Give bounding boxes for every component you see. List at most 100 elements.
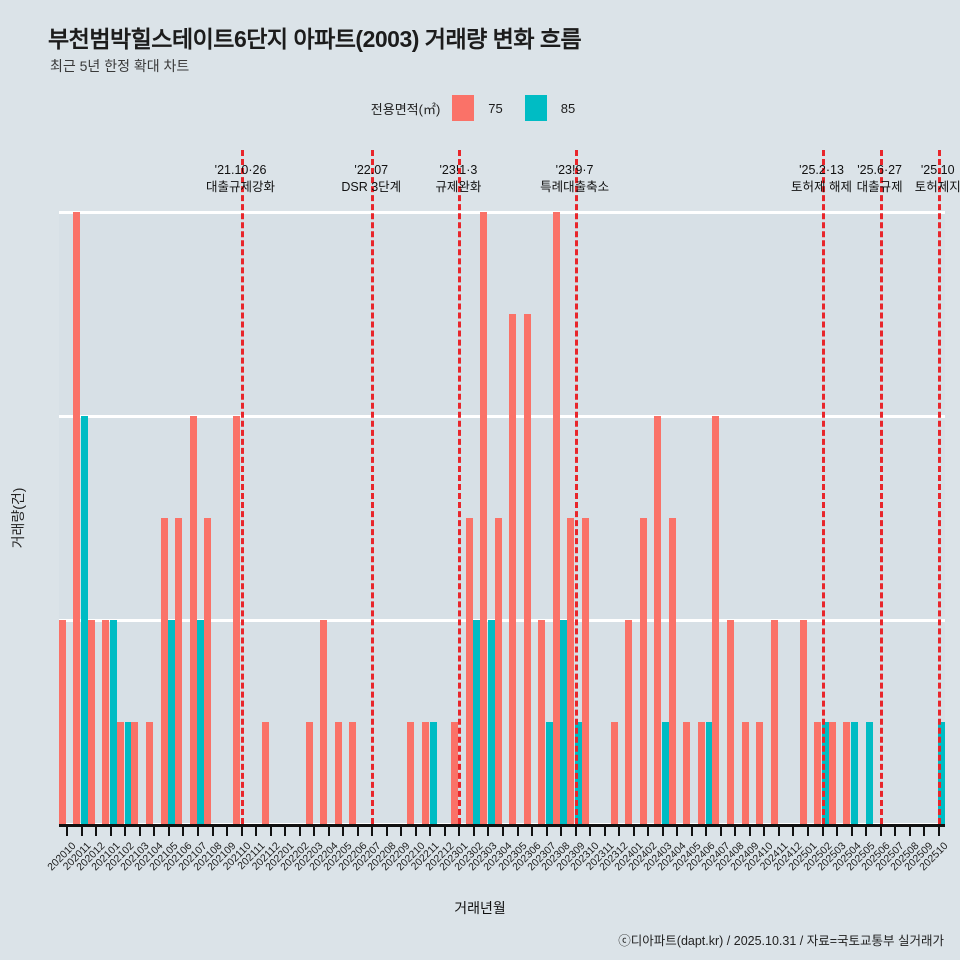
bar-202404-75[interactable] — [668, 518, 676, 824]
x-tick-202304 — [502, 824, 504, 836]
bar-202406-85[interactable] — [705, 722, 713, 824]
bar-202501-75[interactable] — [799, 620, 807, 824]
bar-202302-85[interactable] — [473, 620, 481, 824]
bar-202101-75[interactable] — [102, 620, 110, 824]
chart-plot-area: 거래량(건) 0246 — [10, 150, 946, 826]
bar-202304-75[interactable] — [494, 518, 502, 824]
annotation-date: '21.10·26 — [214, 163, 267, 177]
bar-202107-85[interactable] — [197, 620, 205, 824]
page-title: 부천범박힐스테이트6단지 아파트(2003) 거래량 변화 흐름 — [48, 26, 582, 52]
bar-202204-75[interactable] — [320, 620, 328, 824]
bar-202403-85[interactable] — [662, 722, 670, 824]
x-tick-202207 — [371, 824, 374, 836]
x-tick-202010 — [66, 824, 69, 836]
bar-202309-75[interactable] — [567, 518, 575, 824]
bar-202303-75[interactable] — [480, 212, 488, 824]
bar-202408-75[interactable] — [726, 620, 734, 824]
bar-202110-75[interactable] — [233, 416, 241, 824]
bar-202407-75[interactable] — [712, 416, 720, 824]
bar-202406-75[interactable] — [697, 722, 705, 824]
bar-202306-75[interactable] — [523, 314, 531, 824]
x-tick-202204 — [327, 824, 330, 836]
bar-202211-75[interactable] — [421, 722, 429, 824]
bar-202503-75[interactable] — [828, 722, 836, 824]
bar-202403-75[interactable] — [654, 416, 662, 824]
bar-202405-75[interactable] — [683, 722, 691, 824]
bar-202102-75[interactable] — [116, 722, 124, 824]
annotation-label-202506: '25.6·27 대출규제 — [857, 162, 903, 196]
bar-202011-75[interactable] — [73, 212, 81, 824]
bar-202102-85[interactable] — [124, 722, 132, 824]
bar-202105-75[interactable] — [160, 518, 168, 824]
bar-202011-85[interactable] — [81, 416, 89, 824]
bar-202308-75[interactable] — [552, 212, 560, 824]
x-tick-202405 — [690, 824, 693, 836]
bar-202205-75[interactable] — [334, 722, 342, 824]
bar-202505-85[interactable] — [865, 722, 873, 824]
bar-202104-75[interactable] — [146, 722, 153, 824]
bar-202106-75[interactable] — [175, 518, 183, 824]
bar-202103-75[interactable] — [131, 722, 139, 824]
x-tick-202307 — [545, 824, 548, 836]
legend-swatch-85[interactable] — [524, 95, 547, 121]
bar-202303-85[interactable] — [487, 620, 495, 824]
legend-label-85: 85 — [560, 100, 576, 116]
bar-202308-85[interactable] — [560, 620, 568, 824]
x-tick-202206 — [356, 824, 359, 836]
bar-202206-75[interactable] — [349, 722, 357, 824]
x-tick-202501 — [807, 824, 810, 836]
bar-202010-75[interactable] — [58, 620, 66, 824]
x-tick-202309 — [574, 824, 577, 836]
bar-202411-75[interactable] — [770, 620, 778, 824]
x-tick-202404 — [676, 824, 679, 836]
bar-202502-85[interactable] — [821, 722, 829, 824]
bar-202307-85[interactable] — [545, 722, 553, 824]
bar-202108-75[interactable] — [204, 518, 212, 824]
x-tick-202302 — [472, 824, 475, 836]
bar-202310-75[interactable] — [581, 518, 589, 824]
bar-202210-75[interactable] — [407, 722, 415, 824]
bar-202301-75[interactable] — [451, 722, 459, 824]
bar-202309-85[interactable] — [575, 722, 583, 824]
legend-swatch-75[interactable] — [452, 95, 475, 121]
bar-202101-85[interactable] — [110, 620, 118, 824]
annotation-line-202502 — [821, 150, 825, 824]
x-tick-202411 — [777, 824, 780, 836]
bar-202305-75[interactable] — [509, 314, 517, 824]
annotation-date: '25.10 — [920, 163, 955, 177]
bar-202012-75[interactable] — [87, 620, 95, 824]
x-tick-202305 — [516, 824, 519, 836]
legend-label-75: 75 — [488, 100, 503, 116]
annotation-desc: 규제완화 — [435, 180, 482, 194]
x-tick-202211 — [429, 824, 432, 836]
annotation-label-202510: '25.10 토허제지 — [915, 162, 960, 196]
annotation-date: '25.2·13 — [799, 163, 844, 177]
bar-202307-75[interactable] — [538, 620, 546, 824]
bar-202502-75[interactable] — [814, 722, 822, 824]
gridline-2 — [59, 618, 945, 622]
x-tick-202504 — [850, 824, 853, 836]
bar-202510-85[interactable] — [938, 722, 946, 824]
bar-202105-85[interactable] — [168, 620, 176, 824]
x-tick-202208 — [385, 824, 388, 836]
bar-202401-75[interactable] — [625, 620, 633, 824]
bar-202112-75[interactable] — [262, 722, 270, 824]
bar-202409-75[interactable] — [741, 722, 749, 824]
x-tick-202210 — [414, 824, 417, 836]
annotation-desc: 대출규제강화 — [206, 180, 276, 194]
footer-credit: ⓒ디아파트(dapt.kr) / 2025.10.31 / 자료=국토교통부 실… — [618, 934, 944, 948]
bar-202504-75[interactable] — [843, 722, 851, 824]
x-tick-202110 — [240, 824, 243, 836]
x-tick-202101 — [109, 824, 112, 836]
x-tick-202410 — [763, 824, 766, 836]
bar-202302-75[interactable] — [465, 518, 473, 824]
bar-202211-85[interactable] — [429, 722, 437, 824]
bar-202410-75[interactable] — [756, 722, 764, 824]
bar-202402-75[interactable] — [639, 518, 647, 824]
bar-202203-75[interactable] — [305, 722, 313, 824]
bar-202312-75[interactable] — [610, 722, 618, 824]
annotation-date: '23!1·3 — [439, 163, 478, 177]
bar-202504-85[interactable] — [850, 722, 858, 824]
bar-202107-75[interactable] — [189, 416, 197, 824]
x-tick-202505 — [865, 824, 868, 836]
